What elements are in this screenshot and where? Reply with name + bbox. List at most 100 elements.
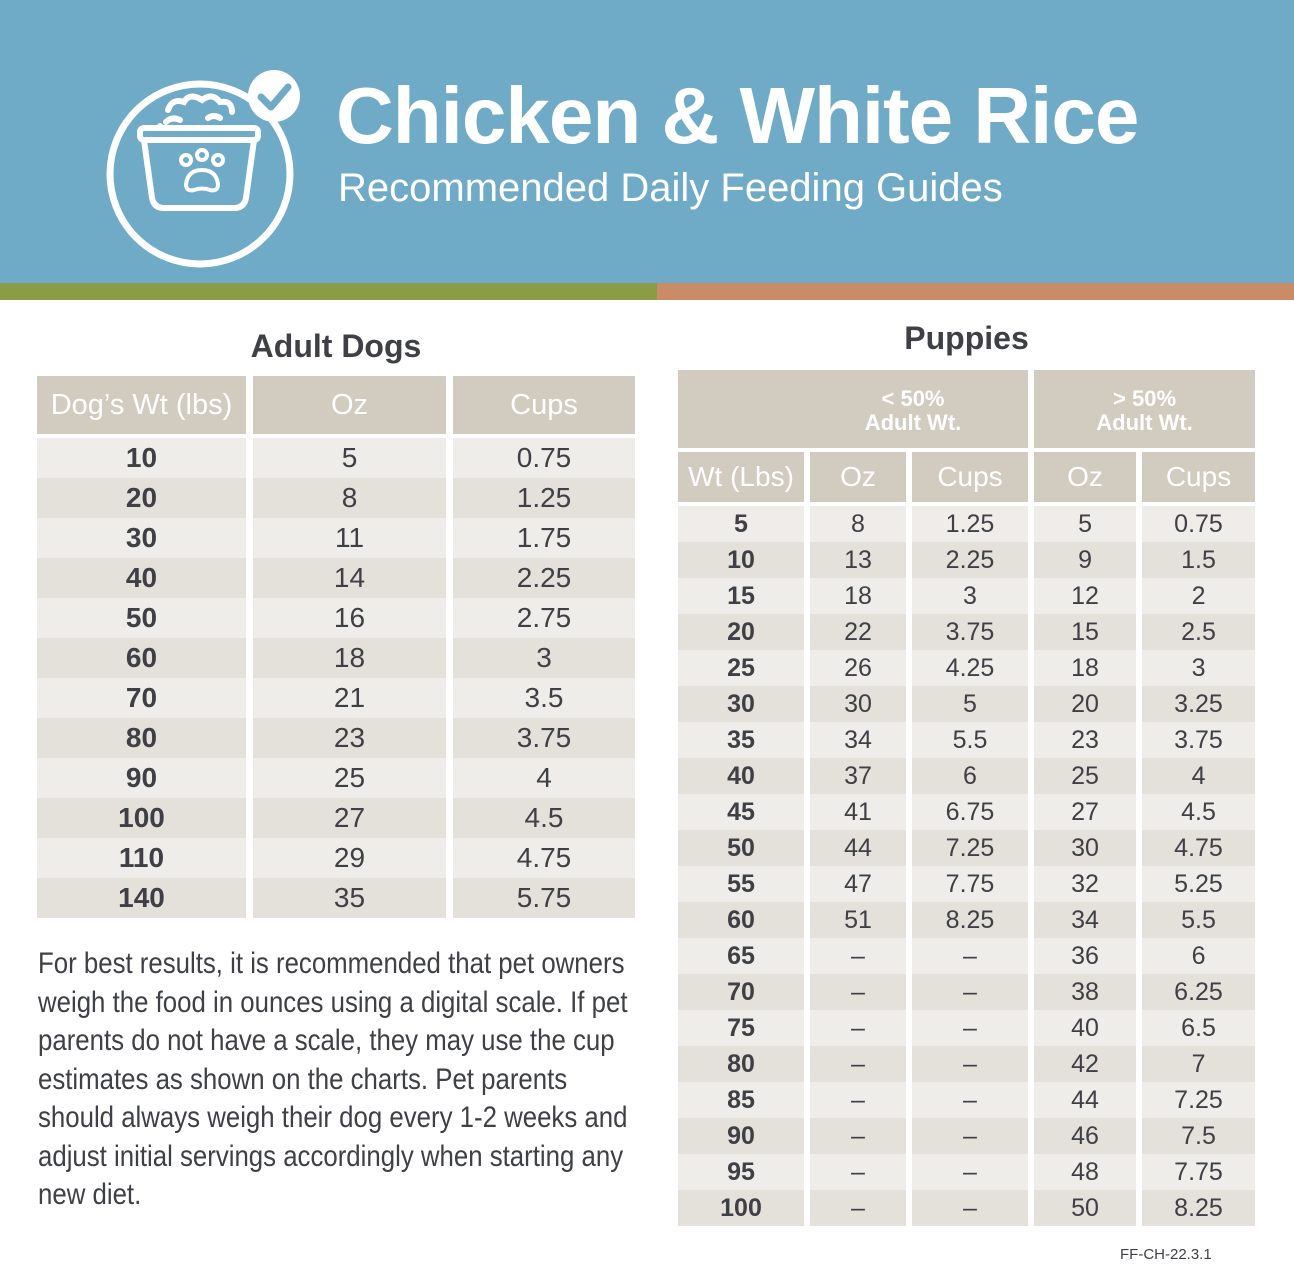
weight-cell: 80 [678,1046,810,1082]
table-row: 110 29 4.75 [37,838,635,878]
value-cell: 27 [253,798,453,838]
weight-cell: 70 [678,974,810,1010]
group-under-50-line1: < 50% [881,386,945,411]
value-cell: – [810,1010,912,1046]
value-cell: 30 [810,686,912,722]
column-header-weight: Dog’s Wt (lbs) [37,376,253,438]
weight-cell: 15 [678,578,810,614]
value-cell: – [810,1082,912,1118]
value-cell: 25 [1034,758,1143,794]
value-cell: 46 [1034,1118,1143,1154]
puppy-header-row: Wt (Lbs) Oz Cups Oz Cups [678,452,1256,506]
column-header-weight: Wt (Lbs) [678,452,810,506]
table-row: 90 25 4 [37,758,635,798]
value-cell: 40 [1034,1010,1143,1046]
value-cell: 16 [253,598,453,638]
value-cell: 8 [810,506,912,542]
table-row: 45 41 6.75 27 4.5 [678,794,1256,830]
value-cell: 9 [1034,542,1143,578]
value-cell: 7.25 [912,830,1035,866]
group-header-under-50: < 50% Adult Wt. [678,370,1035,452]
value-cell: 42 [1034,1046,1143,1082]
stripe-green [0,283,657,300]
table-row: 15 18 3 12 2 [678,578,1256,614]
weight-cell: 50 [37,598,253,638]
weight-cell: 60 [678,902,810,938]
value-cell: 3 [912,578,1035,614]
table-row: 70 21 3.5 [37,678,635,718]
page-title: Chicken & White Rice [336,71,1139,160]
value-cell: 13 [810,542,912,578]
value-cell: 12 [1034,578,1143,614]
puppies-title: Puppies [904,320,1029,356]
value-cell: – [912,938,1035,974]
value-cell: 4.5 [453,798,635,838]
value-cell: 4.25 [912,650,1035,686]
value-cell: 38 [1034,974,1143,1010]
weight-cell: 45 [678,794,810,830]
value-cell: 51 [810,902,912,938]
stripe-orange [657,283,1294,300]
weight-cell: 25 [678,650,810,686]
value-cell: – [810,1190,912,1226]
value-cell: 7 [1142,1046,1256,1082]
value-cell: 6.75 [912,794,1035,830]
table-row: 10 13 2.25 9 1.5 [678,542,1256,578]
adult-header-row: Dog’s Wt (lbs) Oz Cups [37,376,635,438]
adult-dogs-title: Adult Dogs [250,328,422,364]
value-cell: 8.25 [912,902,1035,938]
value-cell: – [912,1118,1035,1154]
value-cell: 23 [1034,722,1143,758]
value-cell: 0.75 [1142,506,1256,542]
value-cell: 18 [253,638,453,678]
weight-cell: 100 [678,1190,810,1226]
value-cell: 36 [1034,938,1143,974]
value-cell: 11 [253,518,453,558]
table-row: 25 26 4.25 18 3 [678,650,1256,686]
table-row: 65– –36 6 [678,938,1256,974]
puppy-feeding-table: < 50% Adult Wt. > 50% Adult Wt. Wt (Lbs)… [678,370,1256,1226]
weight-cell: 75 [678,1010,810,1046]
table-row: 30 11 1.75 [37,518,635,558]
weight-cell: 80 [37,718,253,758]
value-cell: 3.75 [912,614,1035,650]
table-row: 60 51 8.25 34 5.5 [678,902,1256,938]
table-row: 40 14 2.25 [37,558,635,598]
value-cell: – [810,938,912,974]
value-cell: 29 [253,838,453,878]
value-cell: 6.5 [1142,1010,1256,1046]
value-cell: 5 [253,438,453,478]
table-row: 10 5 0.75 [37,438,635,478]
value-cell: – [810,1118,912,1154]
group-over-50-line1: > 50% [1113,386,1177,411]
table-row: 60 18 3 [37,638,635,678]
food-bowl-check-icon [106,70,300,268]
value-cell: 14 [253,558,453,598]
column-header-oz: Oz [1034,452,1143,506]
table-row: 95– –48 7.75 [678,1154,1256,1190]
column-header-oz: Oz [253,376,453,438]
value-cell: 21 [253,678,453,718]
weight-cell: 20 [678,614,810,650]
table-row: 35 34 5.5 23 3.75 [678,722,1256,758]
value-cell: 20 [1034,686,1143,722]
value-cell: 1.5 [1142,542,1256,578]
weight-cell: 30 [678,686,810,722]
adult-feeding-table: Dog’s Wt (lbs) Oz Cups 10 5 0.75 20 8 1.25 30 1… [37,376,635,918]
value-cell: – [912,974,1035,1010]
value-cell: – [912,1190,1035,1226]
weight-cell: 70 [37,678,253,718]
weight-cell: 100 [37,798,253,838]
value-cell: 7.75 [1142,1154,1256,1190]
value-cell: 18 [810,578,912,614]
table-row: 20 22 3.75 15 2.5 [678,614,1256,650]
weight-cell: 55 [678,866,810,902]
value-cell: 4.75 [1142,830,1256,866]
value-cell: 8 [253,478,453,518]
value-cell: 3 [1142,650,1256,686]
value-cell: 2.25 [453,558,635,598]
value-cell: 26 [810,650,912,686]
weight-cell: 20 [37,478,253,518]
value-cell: 5.5 [912,722,1035,758]
weight-cell: 90 [678,1118,810,1154]
